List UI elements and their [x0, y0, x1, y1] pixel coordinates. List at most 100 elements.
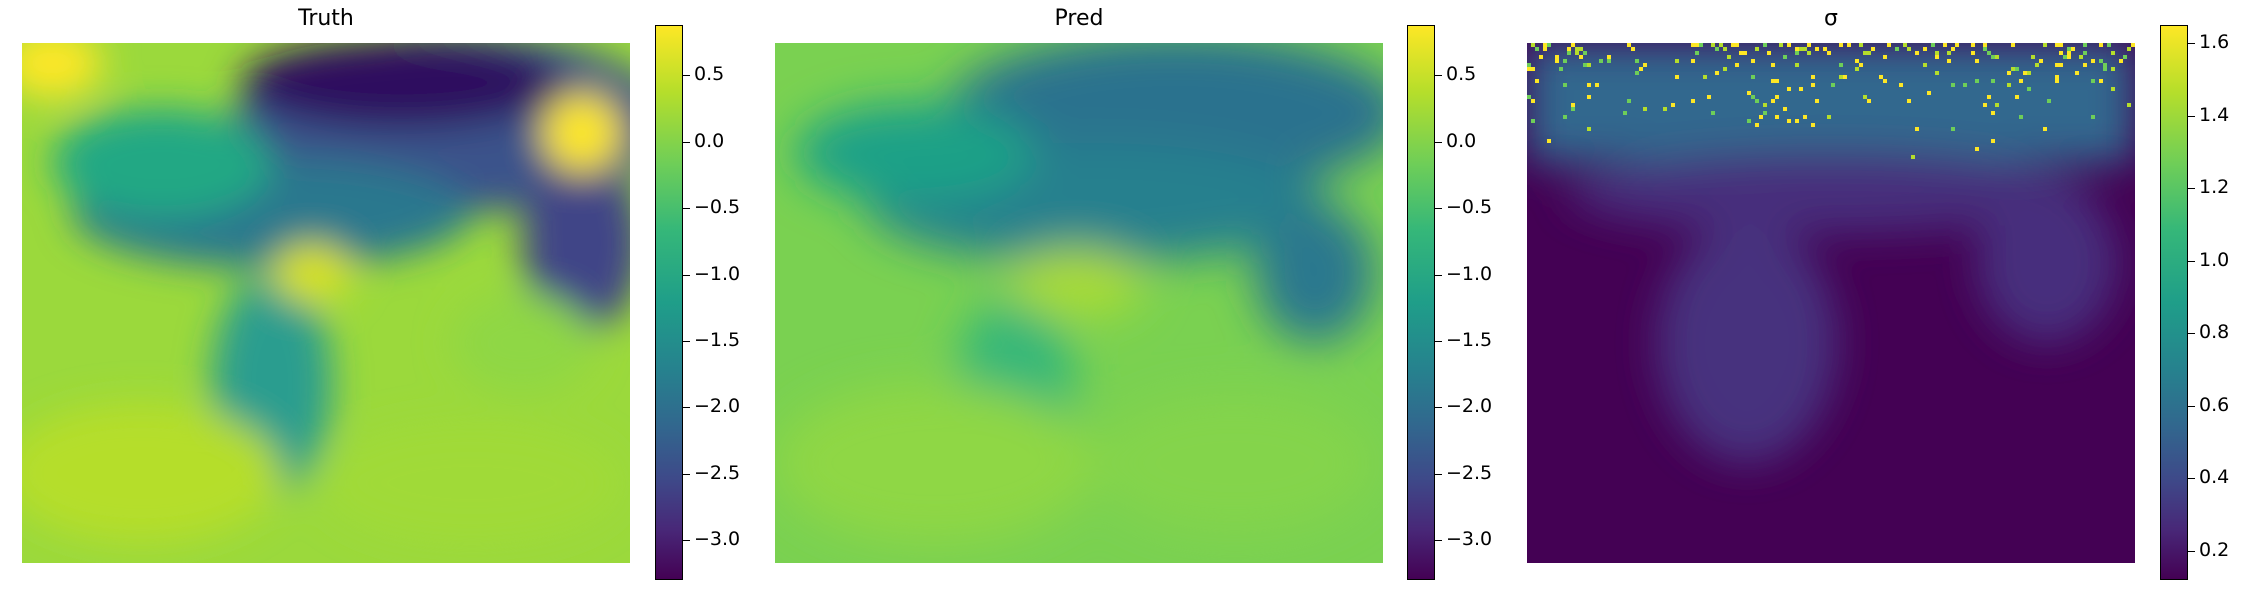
sigma-speckle [2083, 43, 2087, 47]
sigma-speckle [1839, 63, 1843, 67]
sigma-speckle [1983, 47, 1987, 51]
sigma-speckle [1995, 55, 1999, 59]
sigma-speckle [1847, 43, 1851, 47]
colorbar-tick-mark [2188, 115, 2195, 117]
colorbar-tick-mark [683, 141, 690, 143]
colorbar-tick-mark [1435, 407, 1442, 409]
sigma-speckle [1843, 75, 1847, 79]
sigma-speckle [1951, 127, 1955, 131]
colorbar-tick-label: −3.0 [694, 528, 741, 551]
sigma-speckle [2111, 67, 2115, 71]
colorbar-tick-mark [2188, 478, 2195, 480]
sigma-speckle [1975, 59, 1979, 63]
pred-heatmap [775, 43, 1383, 563]
sigma-speckle [1987, 95, 1991, 99]
sigma-speckle [1767, 51, 1771, 55]
sigma-speckle [1539, 55, 1543, 59]
sigma-speckle [1787, 43, 1791, 47]
colorbar-tick-mark [1435, 473, 1442, 475]
sigma-speckle [1587, 63, 1591, 67]
sigma-speckle [1547, 43, 1551, 47]
sigma-speckle [1727, 55, 1731, 59]
sigma-speckle [2119, 59, 2123, 63]
sigma-speckle [1755, 123, 1759, 127]
sigma-speckle [1779, 43, 1783, 47]
sigma-speckle [2023, 71, 2027, 75]
colorbar-tick-label: 0.5 [694, 63, 725, 86]
colorbar-tick-label: −1.0 [1446, 262, 1493, 285]
sigma-speckle [1907, 47, 1911, 51]
sigma-speckle [2059, 43, 2063, 47]
sigma-speckle [1527, 63, 1531, 67]
sigma-speckle [1751, 95, 1755, 99]
sigma-speckle [2007, 83, 2011, 87]
sigma-speckle [1947, 59, 1951, 63]
sigma-speckle [2055, 43, 2059, 47]
sigma-speckle [1739, 51, 1743, 55]
sigma-speckle [1747, 91, 1751, 95]
sigma-speckle [1531, 43, 1535, 47]
sigma-speckle [1731, 43, 1735, 47]
colorbar-tick-mark [683, 75, 690, 77]
sigma-speckle [2059, 51, 2063, 55]
sigma-speckle [1571, 103, 1575, 107]
colorbar-tick-mark [2188, 43, 2195, 45]
colorbar-tick-label: 0.8 [2199, 321, 2230, 344]
sigma-speckle [1607, 55, 1611, 59]
sigma-speckle [1991, 55, 1995, 59]
sigma-speckle [1871, 47, 1875, 51]
colorbar-tick-label: −3.0 [1446, 528, 1493, 551]
sigma-speckle [1771, 99, 1775, 103]
sigma-speckle [1583, 63, 1587, 67]
sigma-speckle [1859, 63, 1863, 67]
sigma-speckle [1827, 115, 1831, 119]
colorbar-tick-label: −2.0 [1446, 395, 1493, 418]
sigma-speckle [2067, 51, 2071, 55]
sigma-speckle [1887, 43, 1891, 47]
sigma-speckle [1867, 51, 1871, 55]
sigma-speckle [1951, 83, 1955, 87]
sigma-speckle [1567, 47, 1571, 51]
sigma-speckle [2035, 63, 2039, 67]
sigma-speckle [1627, 43, 1631, 47]
sigma-speckle [1807, 51, 1811, 55]
sigma-speckle [1799, 87, 1803, 91]
sigma-speckle [1759, 115, 1763, 119]
sigma-speckle [1935, 55, 1939, 59]
colorbar-tick-label: −1.5 [694, 329, 741, 351]
sigma-speckle [1763, 103, 1767, 107]
colorbar-tick-label: −1.5 [1446, 329, 1493, 351]
sigma-speckle [1699, 43, 1703, 47]
truth-colorbar [655, 25, 683, 580]
sigma-speckle [1943, 43, 1947, 47]
sigma-speckle [1991, 79, 1995, 83]
sigma-speckle [1711, 111, 1715, 115]
sigma-speckle [1579, 47, 1583, 51]
sigma-speckle [1787, 87, 1791, 91]
sigma-speckle [1883, 79, 1887, 83]
sigma-speckle [1923, 47, 1927, 51]
colorbar-tick-mark [2188, 260, 2195, 262]
sigma-speckle [1787, 119, 1791, 123]
sigma-speckle [1751, 75, 1755, 79]
colorbar-tick-mark [1435, 208, 1442, 210]
sigma-speckle [1695, 43, 1699, 47]
sigma-speckle [1811, 123, 1815, 127]
sigma-speckle [1975, 79, 1979, 83]
sigma-speckle [2043, 43, 2047, 47]
sigma-speckle [1879, 75, 1883, 79]
sigma-speckle [1535, 79, 1539, 83]
sigma-speckle [1923, 63, 1927, 67]
sigma-colorbar [2160, 25, 2188, 580]
sigma-speckle [1531, 67, 1535, 71]
sigma-speckle [1715, 71, 1719, 75]
colorbar-tick-label: 0.0 [1446, 129, 1477, 152]
sigma-speckle [2043, 127, 2047, 131]
colorbar-tick-label: −0.5 [694, 196, 741, 219]
sigma-speckle [2055, 79, 2059, 83]
sigma-speckle [1935, 51, 1939, 55]
sigma-speckle [2127, 47, 2131, 51]
sigma-speckle [2015, 67, 2019, 71]
sigma-speckle [1811, 75, 1815, 79]
colorbar-tick-mark [683, 274, 690, 276]
